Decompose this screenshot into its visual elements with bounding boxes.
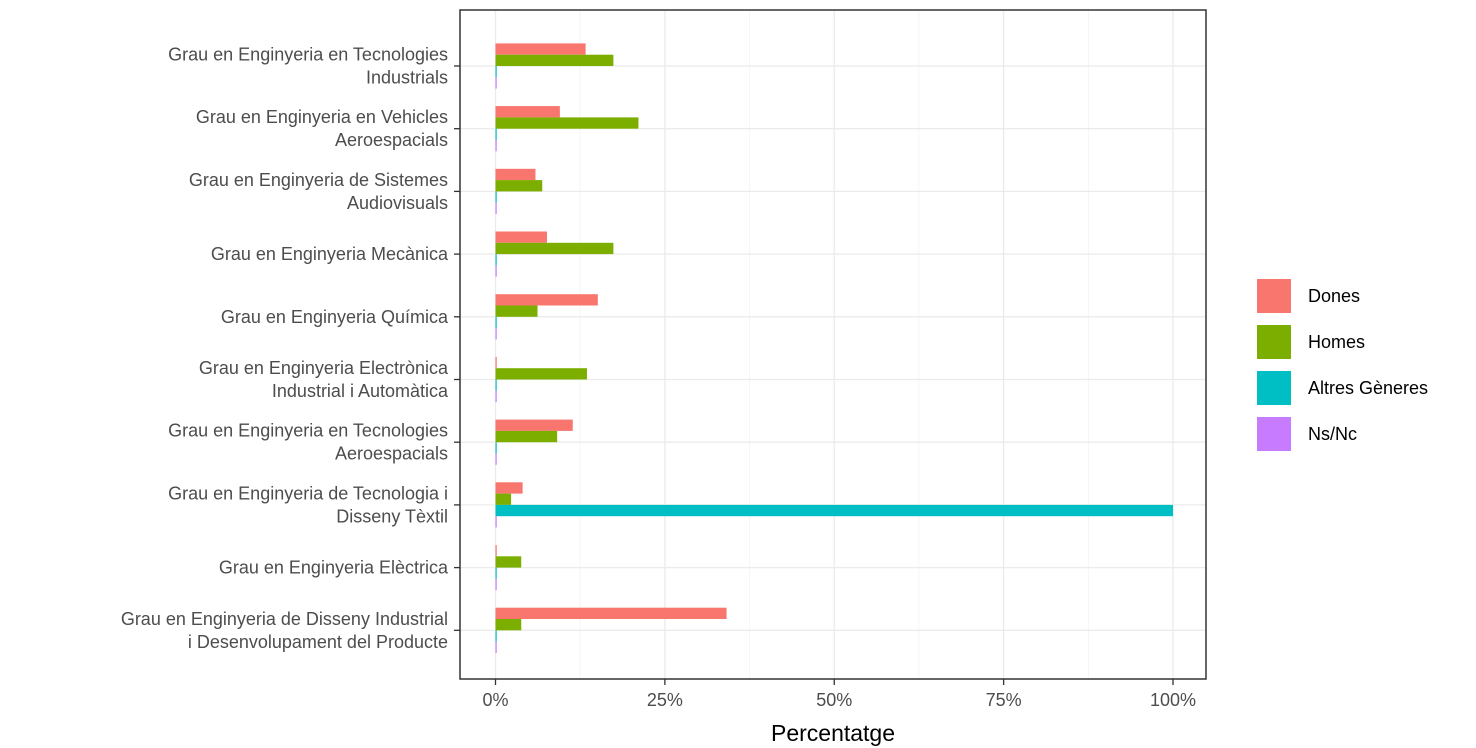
bar-altres-g-neres-0 <box>495 66 497 78</box>
y-tick-label: Grau en Enginyeria en Tecnologies Aeroesp… <box>168 421 448 464</box>
bar-ns-nc-4 <box>495 328 497 340</box>
bar-dones-2 <box>495 168 536 181</box>
y-tick-label: Grau en Enginyeria de Sistemes Audiovisua… <box>189 170 448 213</box>
bar-homes-2 <box>495 180 543 192</box>
bar-altres-g-neres-4 <box>495 316 497 329</box>
legend-label: Dones <box>1308 286 1360 306</box>
y-tick-label: Grau en Enginyeria Mecànica <box>211 244 449 264</box>
bar-homes-4 <box>495 305 538 317</box>
bar-altres-g-neres-6 <box>495 442 497 454</box>
bar-altres-g-neres-1 <box>495 128 497 140</box>
bar-dones-4 <box>495 294 598 306</box>
legend-key-dones <box>1257 279 1291 313</box>
y-tick-label: Grau en Enginyeria en Tecnologies Industr… <box>168 45 448 88</box>
bar-ns-nc-9 <box>495 641 497 653</box>
bar-homes-6 <box>495 430 558 443</box>
bar-altres-g-neres-7 <box>495 504 1173 517</box>
x-axis-title: Percentatge <box>771 720 895 746</box>
bar-ns-nc-6 <box>495 453 497 465</box>
bar-dones-1 <box>495 106 560 118</box>
y-tick-label: Grau en Enginyeria en Vehicles Aeroespaci… <box>196 107 448 150</box>
bar-altres-g-neres-5 <box>495 379 497 391</box>
bar-dones-5 <box>495 356 497 369</box>
y-tick-label: Grau en Enginyeria Química <box>221 307 449 327</box>
legend-label: Altres Gèneres <box>1308 378 1428 398</box>
bar-ns-nc-2 <box>495 202 497 214</box>
bar-homes-8 <box>495 556 522 568</box>
bar-dones-0 <box>495 43 586 55</box>
x-tick-label: 75% <box>986 690 1022 710</box>
bar-homes-9 <box>495 619 522 631</box>
bar-altres-g-neres-8 <box>495 567 497 579</box>
legend: Dones Homes Altres Gèneres Ns/Nc <box>1257 279 1428 451</box>
legend-key-ns-nc <box>1257 417 1291 451</box>
bar-dones-9 <box>495 607 727 619</box>
bar-dones-7 <box>495 482 523 494</box>
y-tick-label: Grau en Enginyeria de Tecnologia i Dissen… <box>168 483 448 526</box>
bar-homes-7 <box>495 493 512 505</box>
bar-homes-0 <box>495 54 614 66</box>
legend-label: Homes <box>1308 332 1365 352</box>
legend-key-homes <box>1257 325 1291 359</box>
bar-ns-nc-8 <box>495 578 497 591</box>
legend-label: Ns/Nc <box>1308 424 1357 444</box>
bar-layer <box>495 43 1173 653</box>
x-tick-label: 0% <box>482 690 508 710</box>
y-tick-label: Grau en Enginyeria de Disseny Industrial… <box>121 609 448 652</box>
y-axis: Grau en Enginyeria en Tecnologies Industr… <box>121 45 460 652</box>
legend-key-altres-g-neres <box>1257 371 1291 405</box>
bar-altres-g-neres-9 <box>495 630 497 642</box>
bar-ns-nc-7 <box>495 516 497 528</box>
bar-ns-nc-1 <box>495 140 497 152</box>
grid-layer <box>460 10 1206 679</box>
bar-homes-3 <box>495 242 614 255</box>
x-tick-label: 100% <box>1150 690 1196 710</box>
bar-dones-6 <box>495 419 573 431</box>
bar-ns-nc-3 <box>495 265 497 277</box>
bar-dones-3 <box>495 231 547 243</box>
x-tick-label: 25% <box>647 690 683 710</box>
x-tick-label: 50% <box>816 690 852 710</box>
bar-homes-5 <box>495 368 587 380</box>
bar-ns-nc-5 <box>495 390 497 403</box>
y-tick-label: Grau en Enginyeria Electrònica Industrial… <box>199 358 449 401</box>
bar-dones-8 <box>495 545 497 557</box>
bar-ns-nc-0 <box>495 77 497 89</box>
bar-altres-g-neres-2 <box>495 191 497 203</box>
y-tick-label: Grau en Enginyeria Elèctrica <box>219 558 449 578</box>
bar-homes-1 <box>495 117 639 129</box>
panel-border <box>459 9 1207 680</box>
x-axis: 0% 25% 50% 75% 100% <box>482 679 1196 710</box>
bar-altres-g-neres-3 <box>495 254 497 266</box>
